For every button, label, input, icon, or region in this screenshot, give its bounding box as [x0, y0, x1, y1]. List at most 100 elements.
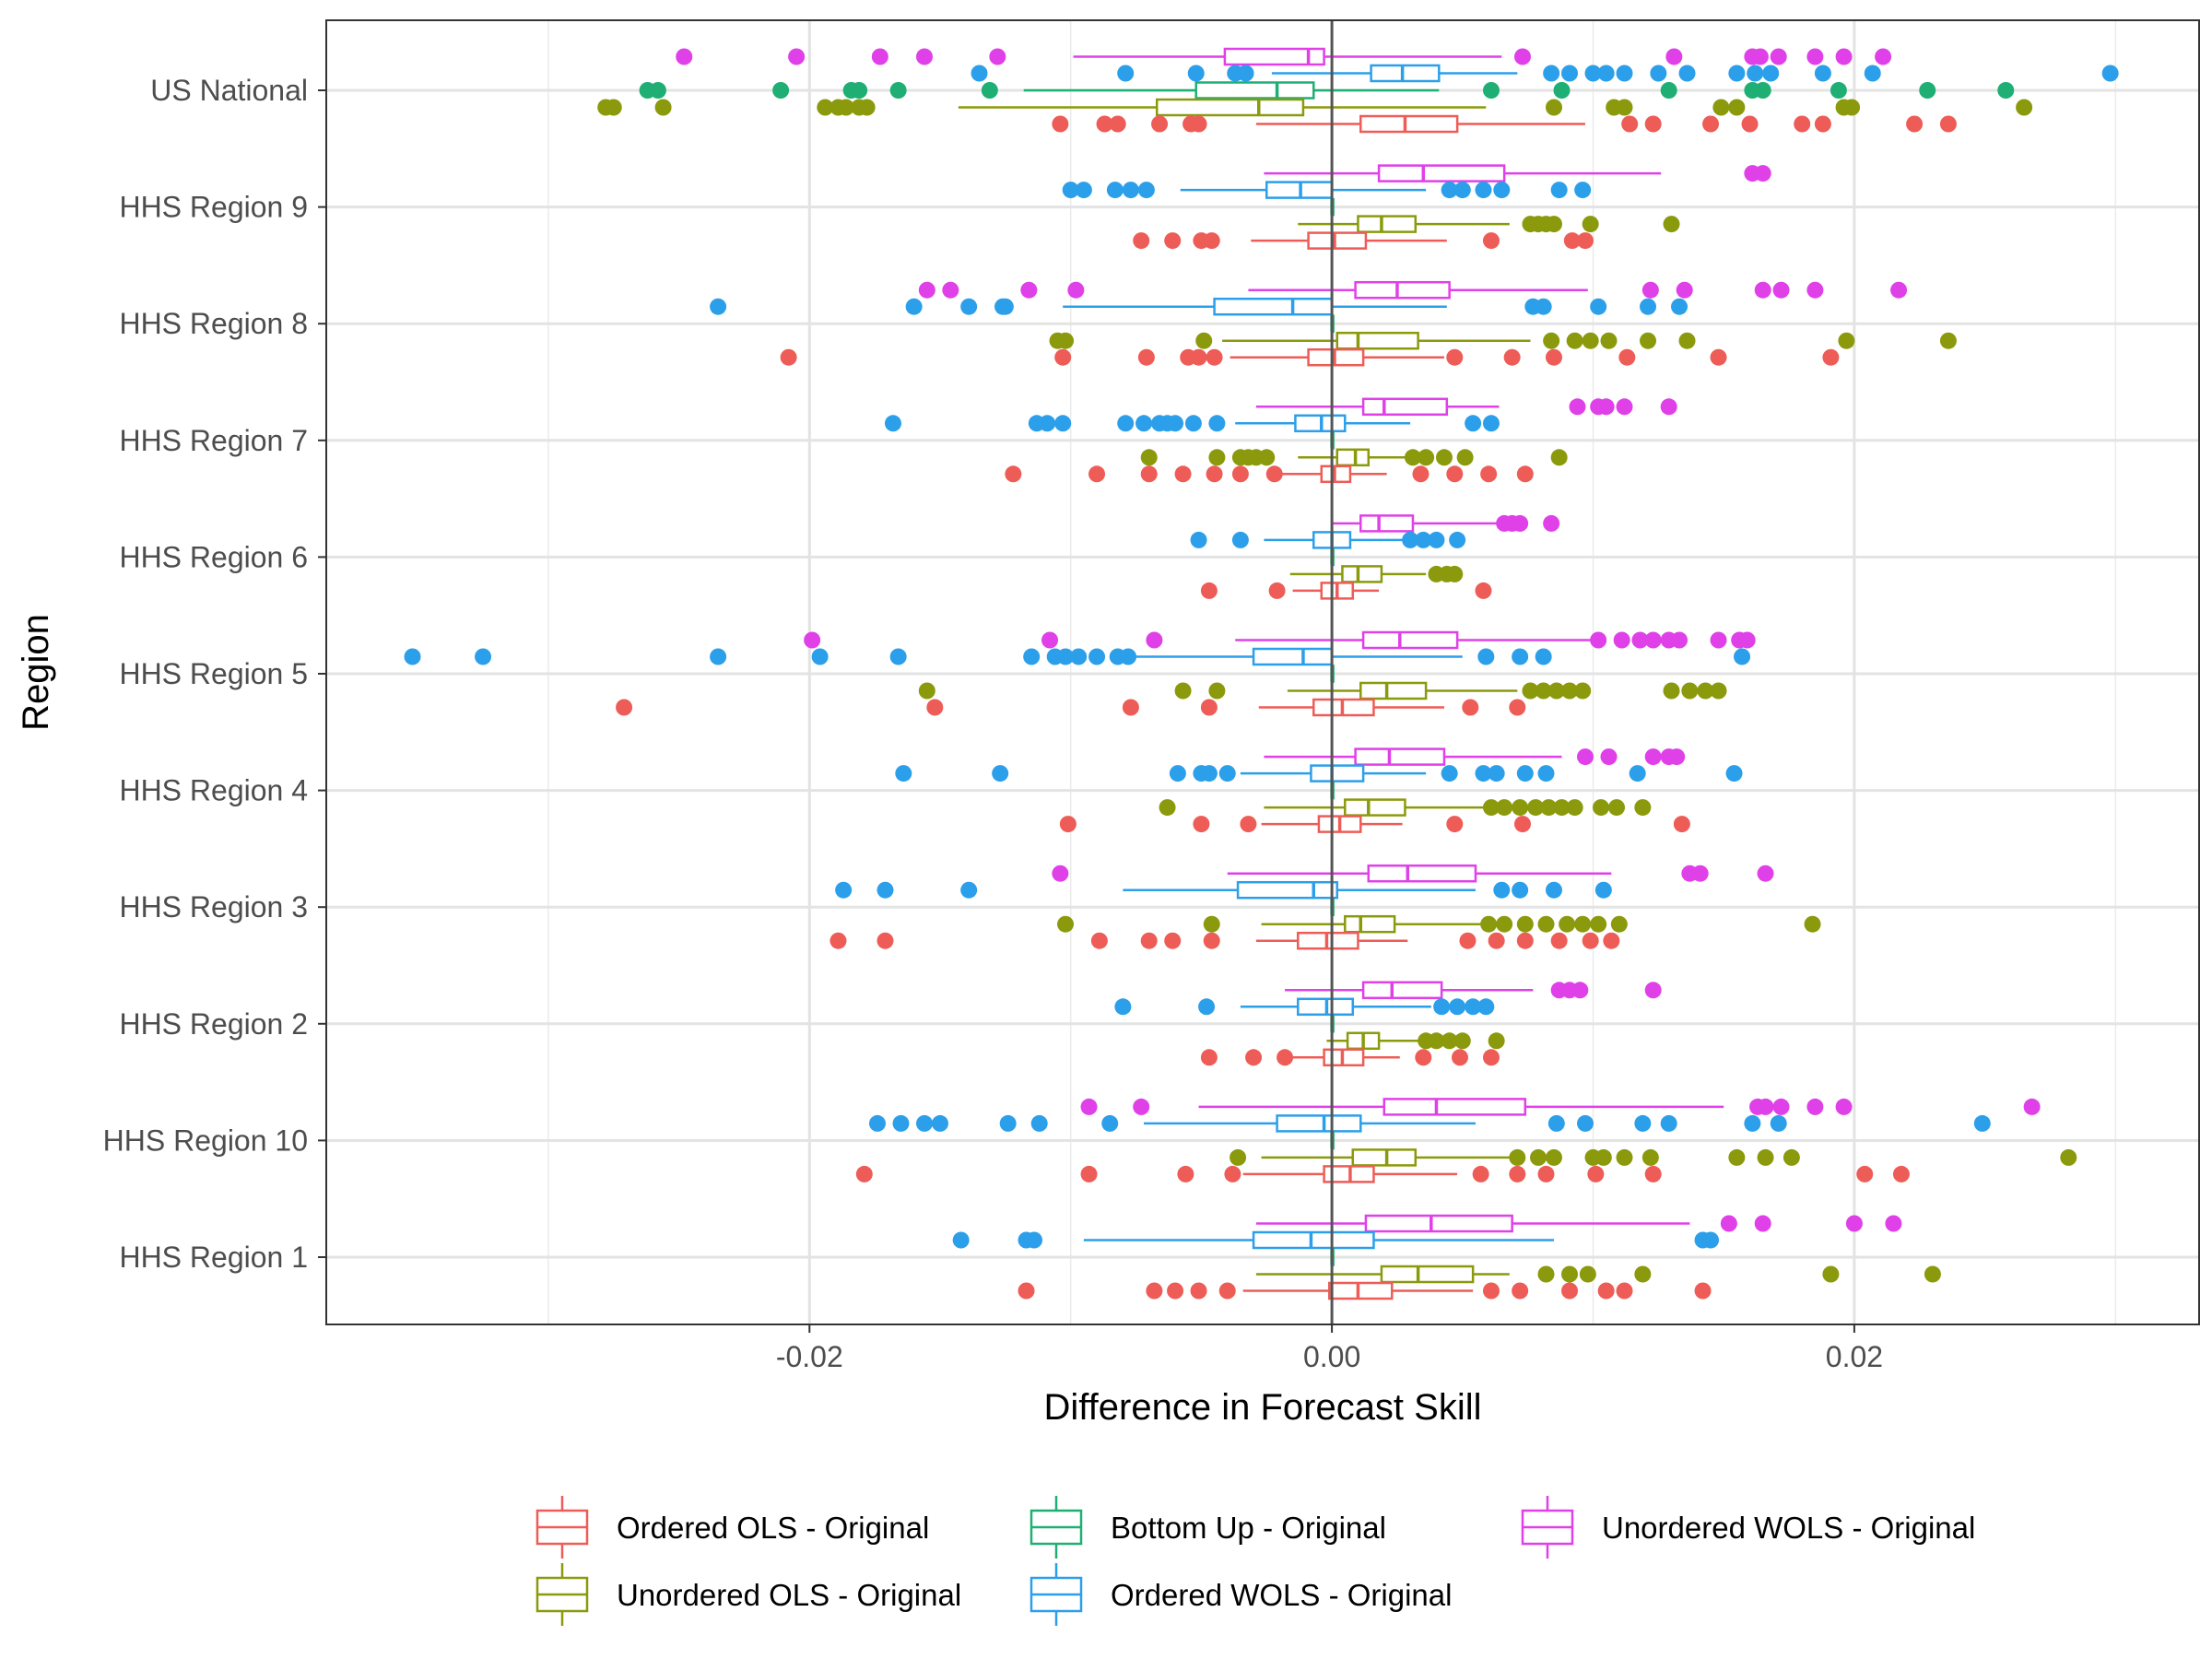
outlier-point — [1660, 82, 1677, 99]
outlier-point — [1117, 65, 1135, 82]
legend-label: Ordered OLS - Original — [617, 1511, 929, 1545]
outlier-point — [1681, 682, 1699, 700]
outlier-point — [1814, 65, 1831, 82]
outlier-point — [1020, 281, 1038, 299]
box — [1364, 1214, 1513, 1233]
outlier-point — [1482, 415, 1500, 432]
outlier-point — [1577, 232, 1594, 250]
box — [1223, 47, 1325, 66]
outlier-point — [1023, 648, 1041, 665]
outlier-point — [1433, 998, 1451, 1016]
outlier-point — [1513, 48, 1531, 65]
outlier-point — [1190, 1282, 1207, 1300]
legend-item: Bottom Up - Original — [1030, 1496, 1386, 1559]
outlier-point — [1613, 631, 1630, 649]
box — [1354, 747, 1446, 766]
outlier-point — [1640, 298, 1657, 315]
outlier-point — [1618, 348, 1636, 366]
outlier-point — [1594, 1148, 1612, 1166]
outlier-point — [1203, 915, 1220, 933]
outlier-point — [1553, 82, 1571, 99]
outlier-point — [1039, 415, 1056, 432]
outlier-point — [1629, 765, 1646, 782]
legend-item: Ordered OLS - Original — [535, 1496, 929, 1559]
outlier-point — [1574, 915, 1592, 933]
outlier-point — [1550, 449, 1568, 466]
x-axis-label: Difference in Forecast Skill — [1044, 1387, 1482, 1428]
outlier-point — [1545, 99, 1562, 116]
outlier-point — [1456, 449, 1474, 466]
outlier-point — [1593, 799, 1610, 817]
box — [1335, 331, 1419, 350]
outlier-point — [1728, 1148, 1746, 1166]
box — [1361, 397, 1449, 417]
outlier-point — [1587, 1165, 1605, 1182]
outlier-point — [1109, 115, 1126, 133]
outlier-point — [1616, 65, 1633, 82]
outlier-point — [1512, 648, 1529, 665]
outlier-point — [1550, 182, 1568, 199]
outlier-point — [1529, 1148, 1547, 1166]
outlier-point — [1167, 1282, 1184, 1300]
outlier-point — [1509, 699, 1526, 716]
outlier-point — [1218, 765, 1236, 782]
outlier-point — [1206, 465, 1223, 483]
outlier-point — [1644, 982, 1662, 999]
outlier-point — [1634, 799, 1652, 817]
outlier-point — [1794, 115, 1811, 133]
outlier-point — [1516, 465, 1534, 483]
box — [1359, 681, 1428, 700]
outlier-point — [1496, 915, 1513, 933]
outlier-point — [1939, 115, 1957, 133]
outlier-point — [1187, 65, 1205, 82]
outlier-point — [981, 82, 998, 99]
outlier-point — [1041, 631, 1059, 649]
outlier-point — [942, 281, 959, 299]
outlier-point — [1757, 1148, 1774, 1166]
outlier-point — [1641, 1148, 1659, 1166]
outlier-point — [1537, 765, 1555, 782]
outlier-point — [1569, 398, 1586, 416]
outlier-point — [811, 648, 829, 665]
outlier-point — [1174, 465, 1192, 483]
y-tick-label: HHS Region 10 — [103, 1124, 308, 1157]
outlier-point — [1631, 631, 1649, 649]
outlier-point — [992, 765, 1009, 782]
y-tick-label: HHS Region 1 — [119, 1241, 308, 1274]
outlier-point — [1574, 182, 1592, 199]
outlier-point — [1906, 115, 1924, 133]
outlier-point — [1496, 799, 1513, 817]
outlier-point — [1754, 165, 1771, 182]
outlier-point — [1843, 99, 1861, 116]
outlier-point — [1560, 65, 1578, 82]
outlier-point — [1671, 298, 1688, 315]
outlier-point — [926, 699, 944, 716]
outlier-point — [1545, 216, 1562, 233]
outlier-point — [1741, 115, 1759, 133]
outlier-point — [1560, 1282, 1578, 1300]
box — [1310, 764, 1365, 782]
outlier-point — [1545, 881, 1562, 899]
outlier-point — [1482, 1282, 1500, 1300]
outlier-point — [1446, 816, 1464, 833]
outlier-point — [1184, 415, 1202, 432]
outlier-point — [1710, 631, 1727, 649]
outlier-point — [1537, 915, 1555, 933]
outlier-point — [772, 82, 790, 99]
outlier-point — [1208, 415, 1226, 432]
outlier-point — [1603, 932, 1620, 949]
outlier-point — [475, 648, 492, 665]
outlier-point — [1710, 348, 1727, 366]
outlier-point — [1754, 1215, 1771, 1232]
outlier-point — [1169, 765, 1186, 782]
outlier-point — [1616, 99, 1633, 116]
outlier-point — [1597, 1282, 1615, 1300]
outlier-point — [1488, 765, 1505, 782]
outlier-point — [616, 699, 633, 716]
outlier-point — [1665, 48, 1683, 65]
outlier-point — [1265, 465, 1283, 483]
outlier-point — [1449, 998, 1466, 1016]
outlier-point — [1560, 682, 1578, 700]
outlier-point — [1493, 182, 1511, 199]
